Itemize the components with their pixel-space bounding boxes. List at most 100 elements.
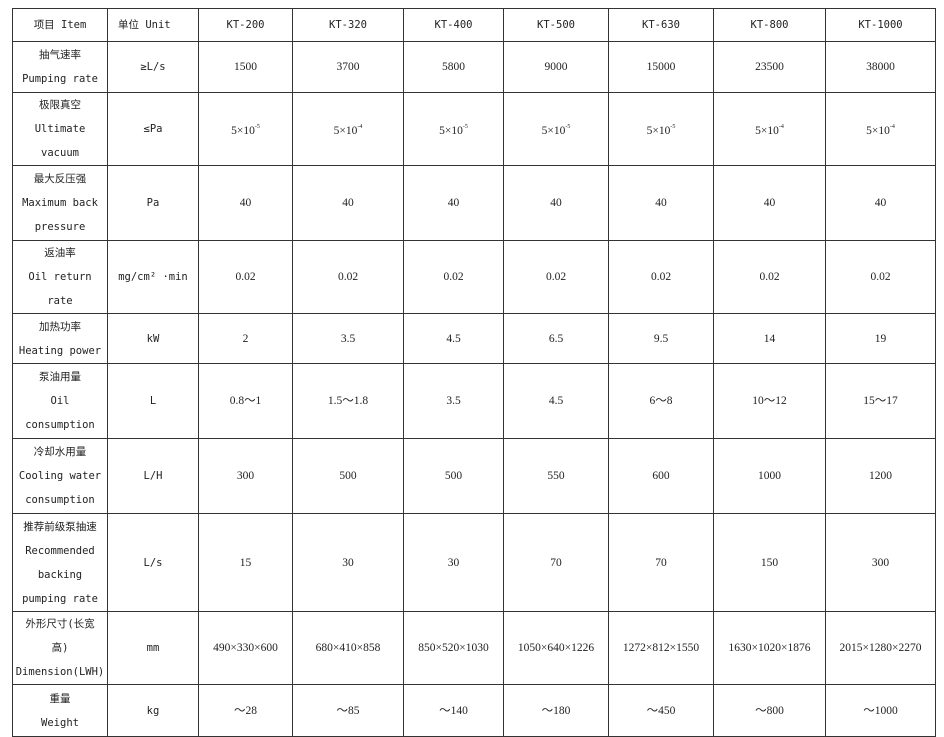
cell-value: 40 — [198, 165, 293, 241]
cell-value: 15000 — [608, 41, 714, 93]
row-label-line: 高) — [51, 642, 69, 654]
value-exponent: -5 — [462, 124, 468, 130]
cell-value: 500 — [292, 438, 404, 514]
row-label: 推荐前级泵抽速 Recommended backing pumping rate — [12, 513, 108, 612]
row-label-line: 冷却水用量 — [33, 446, 87, 458]
row-unit: mm — [107, 611, 199, 685]
value-text: 5×10 — [231, 125, 255, 137]
cell-value: 15 — [198, 513, 293, 612]
cell-value: 3.5 — [292, 313, 404, 364]
value-text: 15～17 — [863, 395, 898, 407]
cell-value: 1630×1020×1876 — [713, 611, 826, 685]
table-row: 极限真空 Ultimate vacuum ≤Pa 5×10-5 5×10-4 5×10-5 5… — [12, 92, 936, 166]
value-text: 300 — [871, 556, 890, 569]
cell-value: 40 — [608, 165, 714, 241]
row-label-line: 推荐前级泵抽速 — [23, 520, 97, 533]
row-label-line: consumption — [25, 419, 95, 431]
row-label-line: Oil — [50, 395, 70, 407]
cell-value: ～85 — [292, 684, 404, 737]
value-text: 150 — [760, 556, 779, 569]
value-text: 40 — [763, 197, 776, 209]
header-model: KT-1000 — [825, 8, 936, 42]
value-text: 40 — [655, 197, 667, 209]
row-label: 冷却水用量 Cooling water consumption — [12, 438, 108, 514]
cell-value: 14 — [713, 313, 826, 364]
cell-value: ～450 — [608, 684, 714, 737]
value-text: ～28 — [234, 704, 257, 717]
cell-value: 3.5 — [403, 363, 504, 439]
cell-value: 6～8 — [608, 363, 714, 439]
row-unit: L/s — [107, 513, 199, 612]
value-exponent: -5 — [254, 124, 260, 130]
row-label: 重量 Weight — [12, 684, 108, 737]
cell-value: 40 — [503, 165, 609, 241]
row-unit: ≥L/s — [107, 41, 199, 93]
cell-value: 6.5 — [503, 313, 609, 364]
cell-value: 1500 — [198, 41, 293, 93]
value-text: 500 — [444, 470, 463, 482]
row-unit: Pa — [107, 165, 199, 241]
value-text: ～800 — [755, 704, 784, 717]
value-text: 10～12 — [752, 395, 787, 407]
cell-value: 15～17 — [825, 363, 936, 439]
row-unit: L — [107, 363, 199, 439]
value-text: 550 — [547, 470, 565, 482]
cell-value: 680×410×858 — [292, 611, 404, 685]
cell-value: 0.02 — [503, 240, 609, 314]
cell-value: 30 — [403, 513, 504, 612]
value-text: 5×10 — [439, 125, 463, 137]
cell-value: 5×10-4 — [825, 92, 936, 166]
cell-value: 19 — [825, 313, 936, 364]
row-unit: L/H — [107, 438, 199, 514]
value-text: 14 — [763, 332, 776, 345]
value-text: 680×410×858 — [315, 642, 381, 654]
value-text: 70 — [550, 556, 562, 569]
value-text: 40 — [550, 197, 562, 209]
header-row: 项目 Item 单位 Unit KT-200 KT-320 KT-400 KT-500 KT… — [12, 8, 936, 42]
spec-table: 项目 Item 单位 Unit KT-200 KT-320 KT-400 KT-500 KT… — [12, 8, 936, 737]
value-text: 15 — [239, 556, 252, 569]
row-label-line: Recommended — [25, 544, 95, 557]
value-text: 2 — [242, 332, 249, 345]
table-row: 泵油用量 Oil consumption L 0.8～1 1.5～1.8 3.5 4.5 6～8… — [12, 363, 936, 439]
header-model: KT-200 — [198, 8, 293, 42]
row-unit: mg/cm² ·min — [107, 240, 199, 314]
row-label: 返油率 Oil return rate — [12, 240, 108, 314]
value-text: 5×10 — [333, 125, 358, 137]
cell-value: 0.02 — [403, 240, 504, 314]
row-label-line: vacuum — [41, 147, 79, 159]
value-text: 4.5 — [548, 395, 564, 407]
cell-value: 23500 — [713, 41, 826, 93]
table-row: 推荐前级泵抽速 Recommended backing pumping rate L/s… — [12, 513, 936, 612]
value-text: 0.02 — [759, 271, 780, 283]
row-label-line: 最大反压强 — [33, 173, 87, 185]
value-text: 23500 — [755, 61, 784, 73]
cell-value: 1.5～1.8 — [292, 363, 404, 439]
cell-value: 5800 — [403, 41, 504, 93]
row-label: 抽气速率 Pumping rate — [12, 41, 108, 93]
row-label: 外形尺寸(长宽 高) Dimension(LWH) — [12, 611, 108, 685]
value-text: ～450 — [646, 704, 676, 717]
cell-value: 4.5 — [403, 313, 504, 364]
table-row: 冷却水用量 Cooling water consumption L/H 300 500 50… — [12, 438, 936, 514]
cell-value: 1000 — [713, 438, 826, 514]
value-exponent: -4 — [778, 124, 784, 130]
value-text: 40 — [447, 197, 460, 209]
cell-value: 600 — [608, 438, 714, 514]
cell-value: 40 — [403, 165, 504, 241]
row-label-line: Maximum back — [22, 197, 98, 209]
row-label-line: Dimension(LWH) — [15, 666, 105, 678]
header-model: KT-500 — [503, 8, 609, 42]
cell-value: 0.02 — [198, 240, 293, 314]
value-text: 40 — [239, 197, 252, 209]
value-text: 1.5～1.8 — [327, 395, 369, 407]
value-text: 0.02 — [337, 271, 359, 283]
value-text: 40 — [874, 197, 887, 209]
value-text: 490×330×600 — [213, 642, 278, 654]
cell-value: 5×10-5 — [608, 92, 714, 166]
cell-value: 550 — [503, 438, 609, 514]
cell-value: 3700 — [292, 41, 404, 93]
value-text: 3700 — [336, 61, 360, 73]
value-text: 19 — [874, 332, 887, 345]
row-label-line: 极限真空 — [39, 99, 81, 111]
